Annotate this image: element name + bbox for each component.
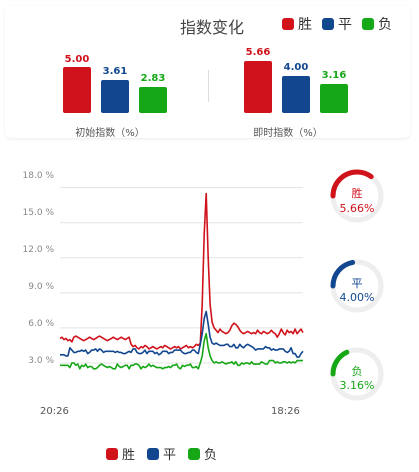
legend-item-draw[interactable]: 平: [322, 14, 352, 34]
gauge-ring-lose: [330, 347, 384, 401]
gauge-arc: [330, 259, 384, 313]
legend-bottom-label-draw: 平: [163, 448, 177, 463]
bar-current-draw: [282, 76, 310, 113]
x-tick-end: 18:26: [271, 406, 300, 417]
legend-bottom: 胜 平 负: [106, 444, 221, 463]
legend-top: 胜 平 负: [282, 14, 396, 34]
initial-index-caption: 初始指数（%）: [75, 128, 145, 139]
x-tick-start: 20:26: [40, 406, 69, 417]
legend-label-lose: 负: [378, 17, 392, 33]
y-tick-label: 9.0 %: [28, 282, 54, 292]
gauge-value-win: 5.66%: [339, 202, 375, 215]
bar-label-current-draw: 4.00: [283, 62, 309, 73]
series-line-win: [59, 192, 304, 350]
legend-bottom-item-lose[interactable]: 负: [188, 444, 217, 463]
y-tick-label: 6.0 %: [28, 319, 54, 329]
legend-bottom-label-lose: 负: [204, 448, 218, 463]
bar-label-initial-lose: 2.83: [140, 73, 166, 84]
legend-item-lose[interactable]: 负: [362, 14, 392, 34]
bar-current-win: [244, 61, 272, 113]
series-lines: [59, 192, 304, 370]
legend-swatch-lose: [362, 18, 374, 30]
gauge-ring-win: [330, 169, 384, 223]
bar-current-lose: [320, 84, 348, 113]
gauge-ring-draw: [330, 259, 384, 313]
gauge-label-draw: 平: [351, 277, 363, 290]
legend-bottom-swatch-win: [106, 447, 118, 460]
gauge-value-draw: 4.00%: [339, 291, 375, 304]
legend-bottom-swatch-draw: [147, 447, 160, 460]
gauge-lose[interactable]: 负 3.16%: [329, 346, 385, 402]
gauge-value-lose: 3.16%: [339, 379, 375, 392]
y-tick-label: 12.0 %: [22, 245, 54, 255]
legend-bottom-item-draw[interactable]: 平: [147, 444, 176, 463]
gauge-draw[interactable]: 平 4.00%: [329, 258, 385, 314]
legend-swatch-draw: [322, 18, 334, 30]
page-title: 指数变化: [180, 18, 245, 37]
gauge-label-win: 胜: [351, 187, 363, 200]
gauge-win[interactable]: 胜 5.66%: [329, 168, 385, 224]
series-line-lose: [60, 332, 303, 370]
gauge-arc: [330, 169, 384, 223]
bar-label-initial-win: 5.00: [64, 54, 90, 65]
legend-bottom-swatch-lose: [188, 447, 201, 460]
legend-swatch-win: [282, 18, 294, 30]
legend-label-win: 胜: [298, 17, 312, 33]
legend-label-draw: 平: [338, 17, 352, 33]
bar-group-divider: [208, 70, 209, 102]
bar-initial-lose: [139, 87, 167, 113]
current-index-caption: 即时指数（%）: [253, 128, 323, 139]
y-tick-label: 15.0 %: [22, 208, 54, 218]
legend-bottom-label-win: 胜: [122, 448, 136, 463]
gauge-arc: [330, 347, 384, 401]
bar-label-initial-draw: 3.61: [102, 66, 128, 77]
grid-lines: [60, 187, 303, 364]
gauge-label-lose: 负: [351, 365, 363, 378]
y-tick-label: 3.0 %: [28, 356, 54, 366]
y-tick-label: 18.0 %: [22, 171, 54, 181]
series-line-draw: [60, 310, 304, 358]
bar-label-current-win: 5.66: [245, 47, 271, 58]
legend-bottom-item-win[interactable]: 胜: [106, 444, 135, 463]
bar-label-current-lose: 3.16: [321, 70, 347, 81]
legend-item-win[interactable]: 胜: [282, 14, 312, 34]
bar-initial-draw: [101, 80, 129, 113]
bar-initial-win: [63, 67, 91, 113]
